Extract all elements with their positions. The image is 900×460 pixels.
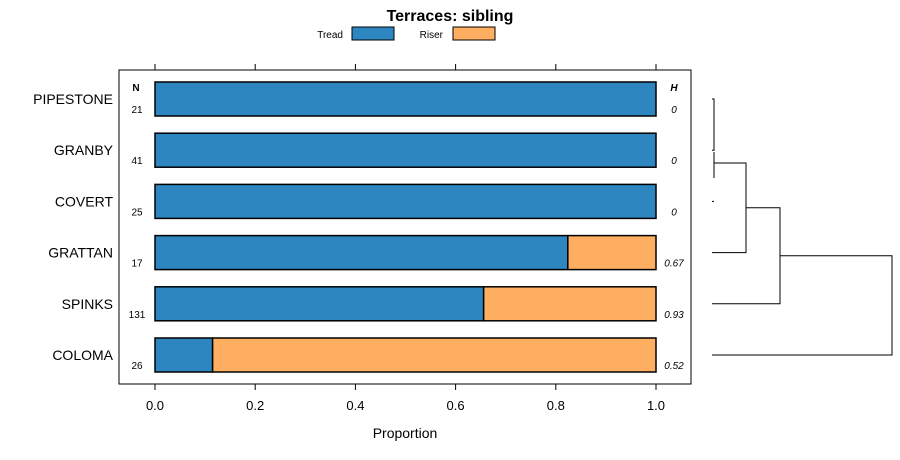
axis-ticks: 0.0 0.2 0.4 0.6 0.8 1.0 (146, 64, 665, 413)
n-value: 26 (131, 361, 143, 372)
x-tick-label: 1.0 (647, 398, 665, 413)
legend-swatch (452, 26, 496, 41)
dendrogram-branch (712, 162, 747, 254)
category-label: COVERT (55, 193, 114, 209)
x-tick-label: 0.8 (547, 398, 565, 413)
bar-segment (154, 286, 485, 322)
dendrogram (712, 98, 893, 356)
x-tick-label: 0.0 (146, 398, 164, 413)
plot-frame (118, 69, 692, 385)
bar-segment (154, 132, 657, 168)
x-tick-label: 0.2 (246, 398, 264, 413)
h-value: 0 (671, 156, 677, 167)
h-column-header: H (670, 83, 678, 94)
h-value: 0.52 (664, 361, 684, 372)
n-value: 41 (131, 156, 143, 167)
legend-label: Tread (317, 30, 343, 41)
legend-swatch (351, 26, 395, 41)
dendrogram-branch (712, 98, 715, 151)
x-tick-label: 0.6 (447, 398, 465, 413)
category-label: SPINKS (62, 296, 113, 312)
dendrogram-branch (712, 255, 893, 356)
n-value: 131 (129, 310, 146, 321)
legend: Tread Riser (317, 26, 496, 41)
chart-title: Terraces: sibling (387, 8, 514, 25)
bar-segment (154, 183, 657, 220)
n-column-header: N (132, 83, 139, 94)
bar-segment (154, 234, 569, 271)
n-value: 21 (131, 105, 143, 116)
bars-group: PIPESTONE 21 0 GRANBY 41 0 COVERT 25 0 GRATTAN 17 0… (33, 81, 684, 373)
h-value: 0.93 (664, 310, 684, 321)
x-tick-label: 0.4 (346, 398, 364, 413)
category-label: GRANBY (54, 142, 114, 158)
category-label: GRATTAN (48, 245, 113, 261)
legend-label: Riser (420, 30, 444, 41)
category-label: PIPESTONE (33, 91, 113, 107)
bar-segment (211, 337, 657, 373)
n-value: 25 (131, 207, 143, 218)
dendrogram-branch (712, 124, 715, 202)
bar-segment (567, 234, 657, 271)
category-label: COLOMA (52, 347, 113, 363)
h-value: 0.67 (664, 259, 684, 270)
bar-segment (482, 286, 657, 322)
bar-segment (154, 81, 657, 117)
x-axis-title: Proportion (373, 425, 438, 441)
h-value: 0 (671, 207, 677, 218)
bar-segment (154, 337, 214, 373)
n-value: 17 (131, 259, 143, 270)
h-value: 0 (671, 105, 677, 116)
